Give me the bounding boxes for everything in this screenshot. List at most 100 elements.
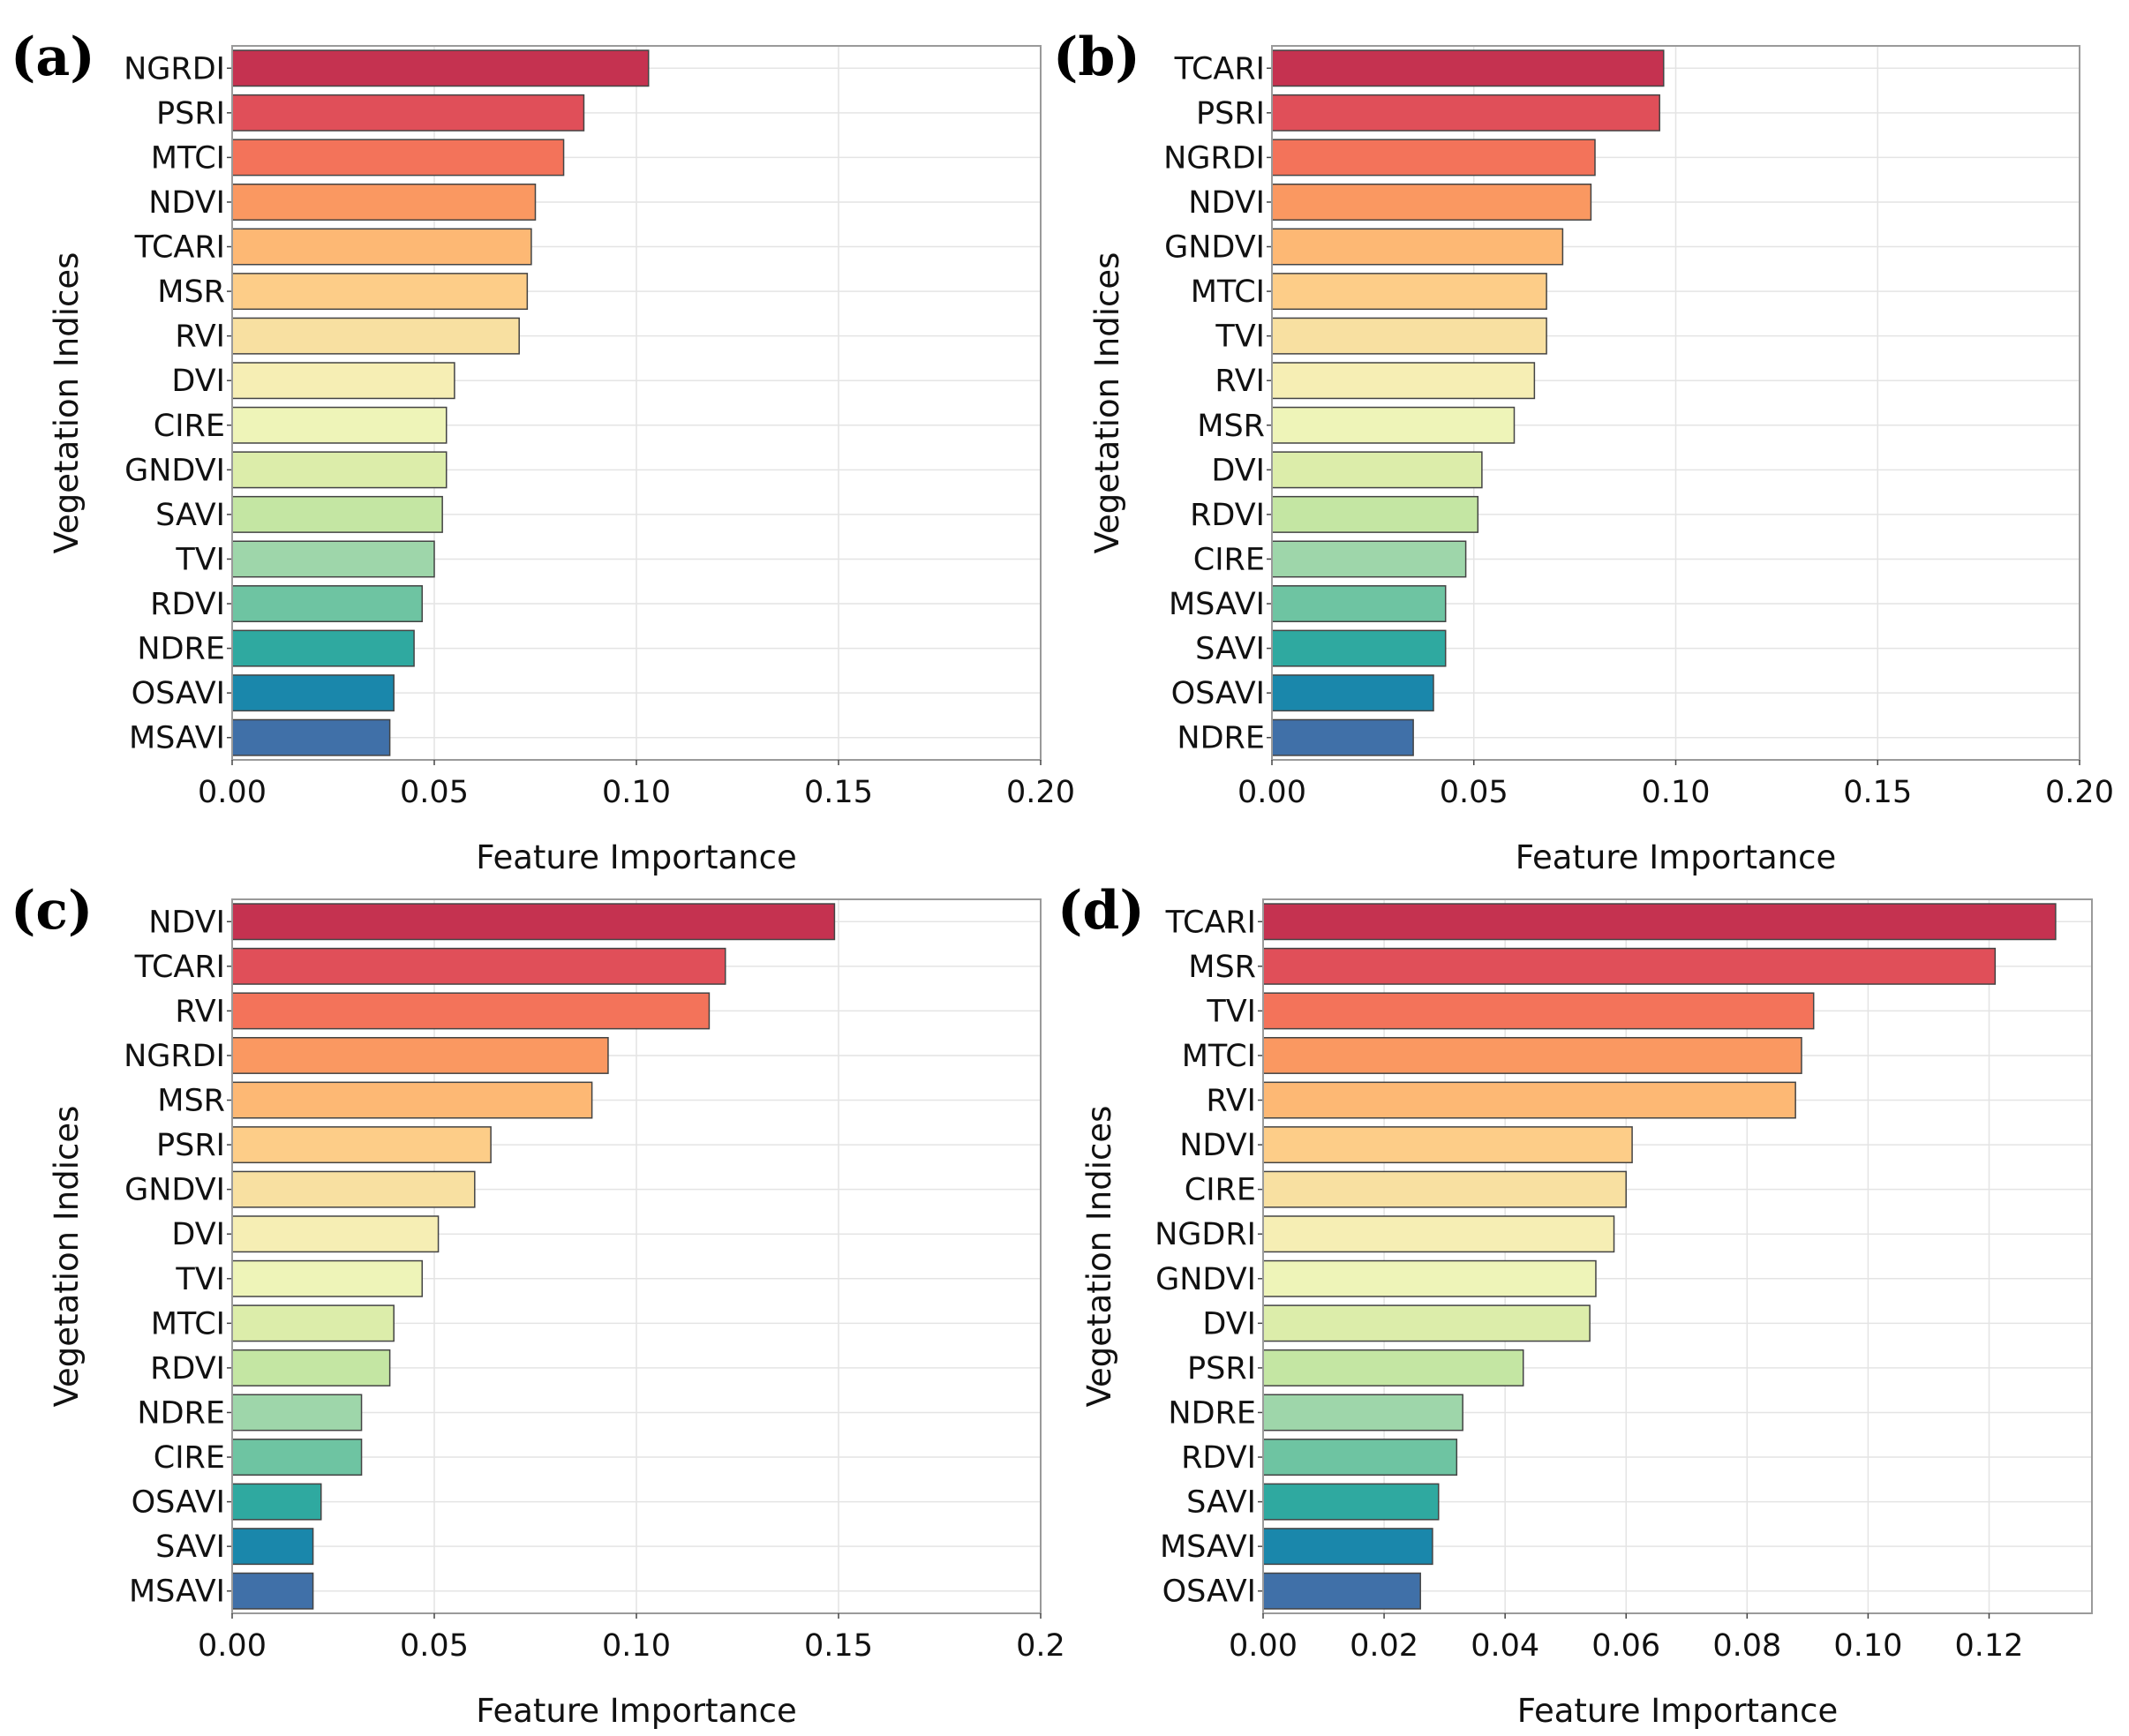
y-tick-label: MSR — [1197, 409, 1265, 444]
y-tick-label: MSR — [1188, 950, 1256, 985]
bar-msr — [1262, 947, 1997, 985]
bar-tcari — [231, 947, 726, 985]
y-tick-label: DVI — [171, 364, 225, 399]
y-tick-label: OSAVI — [1171, 676, 1265, 711]
bar-psri — [231, 94, 585, 132]
bar-msavi — [1271, 585, 1447, 623]
bar-rvi — [1271, 362, 1536, 400]
bar-msr — [1271, 406, 1516, 444]
y-axis-label: Vegetation Indices — [48, 1106, 86, 1408]
bar-tvi — [231, 1259, 424, 1297]
bar-savi — [1262, 1483, 1440, 1521]
y-tick-label: DVI — [171, 1217, 225, 1252]
bar-mtci — [1262, 1036, 1802, 1074]
bar-tvi — [1262, 992, 1815, 1030]
chart-panel-2: TCARI PSRI NGRDI NDVI GNDVI MTCI TVI RVI MSR DVI R… — [1053, 26, 2114, 876]
y-tick-label: OSAVI — [132, 1485, 225, 1521]
y-tick-label: MSAVI — [129, 721, 225, 756]
y-tick-label: PSRI — [156, 96, 225, 132]
bar-dvi — [231, 1215, 440, 1253]
x-tick-label: 0.20 — [2045, 775, 2114, 810]
y-tick-label: MSR — [157, 1084, 225, 1119]
bar-rdvi — [1271, 495, 1479, 533]
bar-ngrdi — [231, 1036, 609, 1074]
panel-label: (a) — [11, 26, 95, 88]
bar-msr — [231, 1081, 593, 1119]
bar-msavi — [1262, 1528, 1433, 1566]
y-tick-label: TVI — [175, 542, 225, 577]
x-tick-label: 0.05 — [1440, 775, 1508, 810]
bar-ngrdi — [1271, 139, 1596, 177]
bar-mtci — [231, 139, 565, 177]
x-axis-label: Feature Importance — [476, 1692, 797, 1730]
y-tick-label: RDVI — [150, 1351, 225, 1387]
y-tick-label: OSAVI — [132, 676, 225, 711]
x-tick-label: 0.10 — [602, 1628, 671, 1664]
x-tick-label: 0.12 — [1955, 1628, 2024, 1664]
chart-panel-1: NGRDI PSRI MTCI NDVI TCARI MSR RVI DVI CIRE GNDVI… — [11, 26, 1075, 876]
y-tick-label: GNDVI — [1164, 230, 1265, 266]
panel-label: (b) — [1053, 26, 1140, 88]
chart-panel-4: TCARI MSR TVI MTCI RVI NDVI CIRE NGDRI GNDVI DVI P… — [1057, 880, 2093, 1730]
y-tick-label: TVI — [1206, 994, 1256, 1029]
x-tick-label: 0.00 — [198, 775, 267, 810]
y-axis-label: Vegetation Indices — [1088, 252, 1126, 554]
x-axis-label: Feature Importance — [476, 838, 797, 876]
bar-dvi — [1271, 451, 1483, 489]
bar-ndvi — [1262, 1126, 1633, 1164]
bar-ndre — [1262, 1394, 1463, 1432]
bar-dvi — [231, 362, 455, 400]
y-tick-label: RVI — [175, 994, 225, 1029]
y-tick-label: SAVI — [1195, 632, 1265, 667]
bar-cire — [231, 406, 448, 444]
y-tick-label: NGRDI — [124, 1039, 225, 1074]
bar-mtci — [231, 1304, 395, 1342]
y-tick-label: NDRE — [137, 632, 225, 667]
y-tick-label: NDRE — [137, 1395, 225, 1431]
y-tick-label: RVI — [1206, 1084, 1256, 1119]
y-tick-label: CIRE — [154, 409, 225, 444]
y-tick-label: TVI — [1215, 319, 1265, 355]
y-tick-label: OSAVI — [1162, 1574, 1256, 1610]
y-tick-label: RDVI — [150, 587, 225, 622]
bar-tcari — [1271, 49, 1665, 87]
bar-ndre — [231, 629, 415, 667]
bar-osavi — [1271, 674, 1434, 712]
y-tick-label: RDVI — [1190, 498, 1265, 533]
bar-rvi — [1262, 1081, 1796, 1119]
y-tick-label: NDVI — [148, 905, 225, 940]
bar-psri — [1262, 1349, 1524, 1387]
bar-tvi — [231, 540, 435, 578]
y-axis-label: Vegetation Indices — [1080, 1106, 1118, 1408]
y-tick-label: MSAVI — [1160, 1529, 1256, 1565]
x-tick-label: 0.15 — [1843, 775, 1912, 810]
bar-savi — [1271, 629, 1447, 667]
y-tick-label: TCARI — [1165, 905, 1256, 940]
y-tick-label: MTCI — [1191, 274, 1265, 310]
y-tick-label: CIRE — [1185, 1173, 1256, 1208]
bar-rdvi — [231, 585, 424, 623]
bar-ndre — [1271, 718, 1414, 756]
bar-dvi — [1262, 1304, 1591, 1342]
bar-rvi — [231, 317, 520, 355]
y-tick-label: NDVI — [148, 185, 225, 221]
x-tick-label: 0.06 — [1591, 1628, 1660, 1664]
bar-ndvi — [1271, 183, 1592, 221]
bar-ndvi — [231, 903, 836, 941]
y-tick-label: MTCI — [151, 140, 225, 176]
x-tick-label: 0.10 — [1833, 1628, 1902, 1664]
bar-rdvi — [1262, 1439, 1458, 1477]
y-tick-label: MSAVI — [1169, 587, 1265, 622]
bar-psri — [231, 1126, 492, 1164]
bar-rvi — [231, 992, 711, 1030]
bar-mtci — [1271, 273, 1547, 311]
bar-cire — [231, 1439, 363, 1477]
y-tick-label: NGRDI — [124, 51, 225, 86]
x-tick-label: 0.00 — [198, 1628, 267, 1664]
y-tick-label: DVI — [1202, 1306, 1256, 1341]
y-tick-label: MSR — [157, 274, 225, 310]
plot-frame — [1262, 898, 2093, 1614]
bar-cire — [1271, 540, 1467, 578]
y-tick-label: TCARI — [134, 230, 225, 266]
